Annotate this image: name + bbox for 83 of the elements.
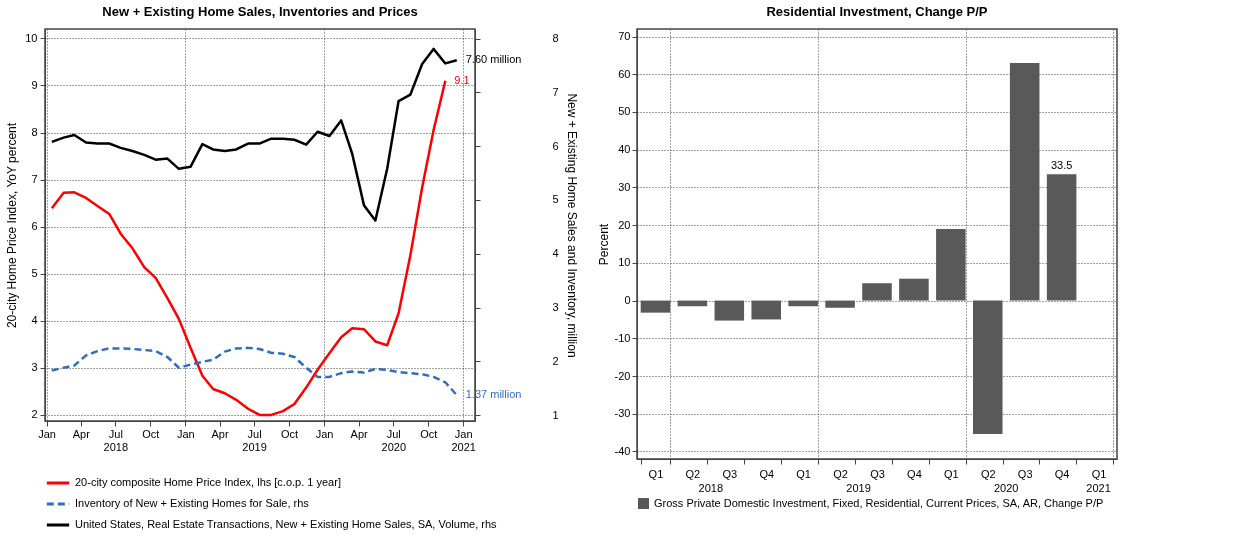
x-tick-label: Q1 bbox=[796, 467, 811, 480]
y-tick-label: 50 bbox=[618, 105, 631, 118]
x-tick-label: Q1 bbox=[944, 467, 959, 480]
y-tick-label: 60 bbox=[618, 67, 631, 80]
y-tick-label: 10 bbox=[25, 31, 38, 44]
bar bbox=[1009, 62, 1040, 301]
x-tick-label: Q2 bbox=[980, 467, 996, 480]
legend-label: 20-city composite Home Price Index, lhs [c.o.p. 1 year] bbox=[75, 476, 341, 488]
x-tick-label: Apr bbox=[350, 427, 369, 440]
x-tick-label: Q2 bbox=[833, 467, 848, 480]
y-tick-label: 70 bbox=[618, 30, 631, 43]
y-tick-label: -10 bbox=[614, 331, 631, 344]
chart-title: New + Existing Home Sales, Inventories and Prices bbox=[102, 4, 418, 19]
bar bbox=[936, 228, 966, 301]
bar bbox=[899, 278, 929, 301]
y-tick-label: 9 bbox=[31, 78, 38, 91]
x-tick-label: Jan bbox=[38, 427, 56, 440]
y2-tick-label: 7 bbox=[552, 85, 559, 98]
y2-tick-label: 2 bbox=[552, 354, 559, 367]
x-tick-label: Q3 bbox=[722, 467, 738, 480]
y-tick-label: 10 bbox=[618, 256, 631, 269]
y2-tick-label: 3 bbox=[552, 301, 559, 314]
y-axis-title: 20-city Home Price Index, YoY percent bbox=[5, 122, 20, 329]
text: 2019 bbox=[846, 482, 871, 494]
line-series bbox=[50, 79, 447, 417]
y-tick-label: 4 bbox=[31, 314, 38, 327]
legend-label: Gross Private Domestic Investment, Fixed, Residential, Current Prices, SA, AR, Change P/P bbox=[654, 496, 1104, 509]
x-tick-label: Jan bbox=[315, 427, 334, 440]
y-tick-label: -40 bbox=[614, 444, 631, 457]
x-tick-label: Jul 2018 bbox=[103, 427, 129, 453]
text: 2021 bbox=[1086, 482, 1111, 494]
x-tick-label: Oct bbox=[281, 427, 299, 440]
bar bbox=[1046, 174, 1077, 301]
y2-tick-label: 8 bbox=[552, 32, 559, 45]
y2-axis-title: New + Existing Home Sales and Inventory, million bbox=[564, 93, 579, 358]
bar bbox=[751, 300, 781, 320]
chart-title: Residential Investment, Change P/P bbox=[766, 4, 988, 19]
x-tick-label: Q1 bbox=[648, 467, 664, 480]
x-tick-label: Q3 bbox=[1017, 467, 1033, 480]
bar bbox=[714, 300, 745, 321]
y2-tick-label: 1 bbox=[552, 408, 559, 421]
legend-label: Inventory of New + Existing Homes for Sale, rhs bbox=[75, 497, 310, 509]
line-series bbox=[50, 346, 458, 397]
y-tick-label: 0 bbox=[624, 294, 631, 307]
x-tick-label: Oct bbox=[420, 427, 438, 440]
y-tick-label: 40 bbox=[618, 143, 631, 156]
x-tick-label: Jan 2021 bbox=[451, 427, 476, 453]
x-tick-label: Q2 bbox=[685, 467, 701, 480]
x-tick-label: Jul 2020 bbox=[381, 427, 406, 453]
y-tick-label: 3 bbox=[31, 361, 38, 374]
y-tick-label: -30 bbox=[614, 407, 631, 420]
text: 2018 bbox=[698, 482, 724, 494]
y-tick-label: 2 bbox=[31, 408, 38, 421]
legend-label: United States, Real Estate Transactions, New + Existing Home Sales, SA, Volume, rhs bbox=[75, 518, 498, 530]
bar bbox=[862, 283, 892, 301]
y2-tick-label: 4 bbox=[552, 247, 559, 260]
bar bbox=[788, 300, 818, 307]
bar bbox=[973, 300, 1003, 435]
x-tick-label: Oct bbox=[142, 427, 160, 440]
x-tick-label: Q4 bbox=[907, 467, 922, 480]
y-tick-label: 8 bbox=[31, 126, 38, 139]
x-tick-label: Q1 bbox=[1091, 467, 1107, 480]
x-tick-label: Q4 bbox=[759, 467, 775, 480]
y2-tick-label: 5 bbox=[552, 193, 559, 206]
x-tick-label: Apr bbox=[211, 427, 229, 440]
y-tick-label: 30 bbox=[618, 180, 631, 193]
y-tick-label: 7 bbox=[31, 173, 38, 186]
text: 2020 bbox=[993, 482, 1019, 494]
y-tick-label: 6 bbox=[31, 220, 38, 233]
x-tick-label: Jul 2019 bbox=[242, 427, 267, 453]
y-tick-label: 5 bbox=[31, 267, 38, 280]
y-tick-label: -20 bbox=[614, 369, 631, 382]
y-tick-label: 20 bbox=[618, 218, 631, 231]
bar bbox=[640, 300, 671, 313]
x-tick-label: Jan bbox=[176, 427, 195, 440]
y2-tick-label: 6 bbox=[552, 139, 559, 152]
x-tick-label: Apr bbox=[72, 427, 91, 440]
y-axis-title: Percent bbox=[596, 223, 611, 266]
x-tick-label: Q4 bbox=[1054, 467, 1070, 480]
data-label: 33.5 bbox=[1050, 159, 1073, 172]
x-tick-label: Q3 bbox=[870, 467, 885, 480]
data-label: 9.1 bbox=[454, 73, 470, 86]
bar bbox=[825, 300, 855, 308]
